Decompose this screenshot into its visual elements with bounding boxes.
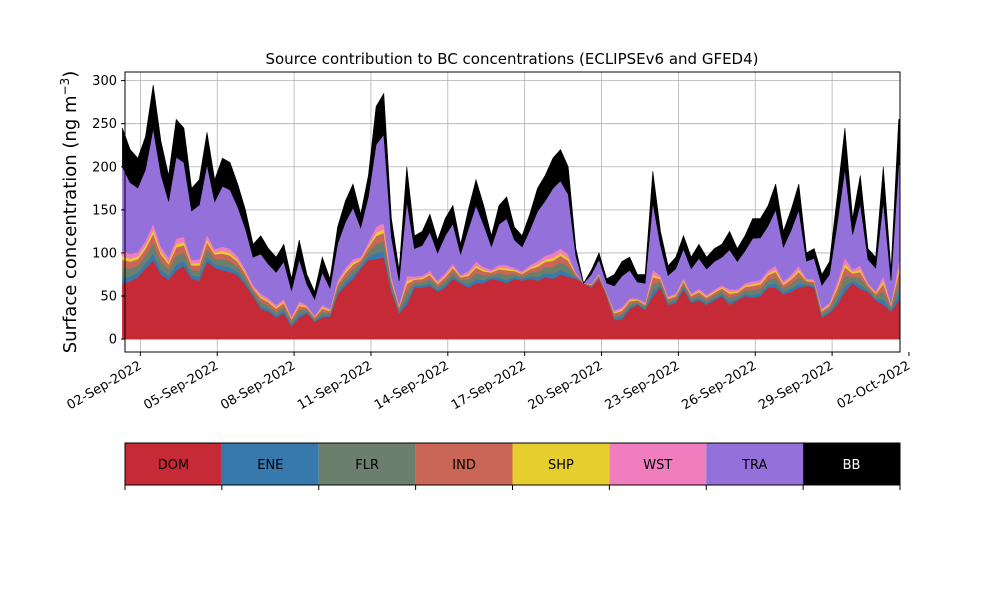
legend-label-bb: BB — [843, 458, 861, 473]
x-tick-label: 02-Oct-2022 — [835, 358, 913, 412]
y-axis-label: Surface concentration (ng m−3) — [58, 71, 81, 354]
x-tick-label: 05-Sep-2022 — [141, 358, 221, 413]
legend-swatch-shp — [512, 443, 610, 485]
legend-label-ene: ENE — [257, 458, 283, 473]
axes-frame — [124, 71, 901, 353]
legend-border — [124, 442, 901, 486]
legend-label-flr: FLR — [355, 458, 379, 473]
x-tick-label: 17-Sep-2022 — [449, 358, 529, 413]
y-tick-label: 0 — [109, 333, 117, 348]
legend-swatch-ene — [221, 443, 319, 485]
x-tick-label: 26-Sep-2022 — [679, 358, 759, 413]
y-axis-ticks: 0 50 100 150 200 250 300 — [92, 74, 125, 348]
x-tick-label: 23-Sep-2022 — [603, 358, 683, 413]
legend-label-shp: SHP — [548, 458, 574, 473]
legend-label-wst: WST — [643, 458, 672, 473]
x-tick-label: 08-Sep-2022 — [218, 358, 298, 413]
legend-swatch-wst — [609, 443, 707, 485]
y-tick-label: 100 — [92, 246, 117, 261]
x-tick-label: 29-Sep-2022 — [756, 358, 836, 413]
y-axis-label-superscript: −3 — [58, 78, 72, 96]
y-tick-label: 250 — [92, 117, 117, 132]
x-tick-label: 02-Sep-2022 — [65, 358, 145, 413]
y-axis-label-close: ) — [60, 71, 81, 78]
legend-swatch-flr — [318, 443, 416, 485]
legend-label-dom: DOM — [158, 458, 189, 473]
y-tick-label: 200 — [92, 160, 117, 175]
legend-label-ind: IND — [452, 458, 476, 473]
legend-swatch-bb — [803, 443, 900, 485]
legend-swatch-ind — [415, 443, 513, 485]
y-tick-label: 150 — [92, 203, 117, 218]
axes-border — [124, 71, 901, 353]
chart-title: Source contribution to BC concentrations… — [265, 50, 758, 68]
legend-label-tra: TRA — [741, 458, 767, 473]
x-tick-label: 20-Sep-2022 — [526, 358, 606, 413]
source-legend-colorbar: DOM ENE FLR IND SHP WST TRA BB — [124, 442, 901, 490]
y-tick-label: 50 — [100, 290, 117, 305]
legend-swatch-dom — [125, 443, 222, 485]
x-tick-label: 11-Sep-2022 — [295, 358, 375, 413]
x-tick-label: 14-Sep-2022 — [372, 358, 452, 413]
y-axis-label-text: Surface concentration (ng m — [60, 95, 81, 353]
y-tick-label: 300 — [92, 74, 117, 89]
legend-swatch-tra — [706, 443, 804, 485]
x-axis-ticks: 02-Sep-202205-Sep-202208-Sep-202211-Sep-… — [65, 352, 913, 413]
